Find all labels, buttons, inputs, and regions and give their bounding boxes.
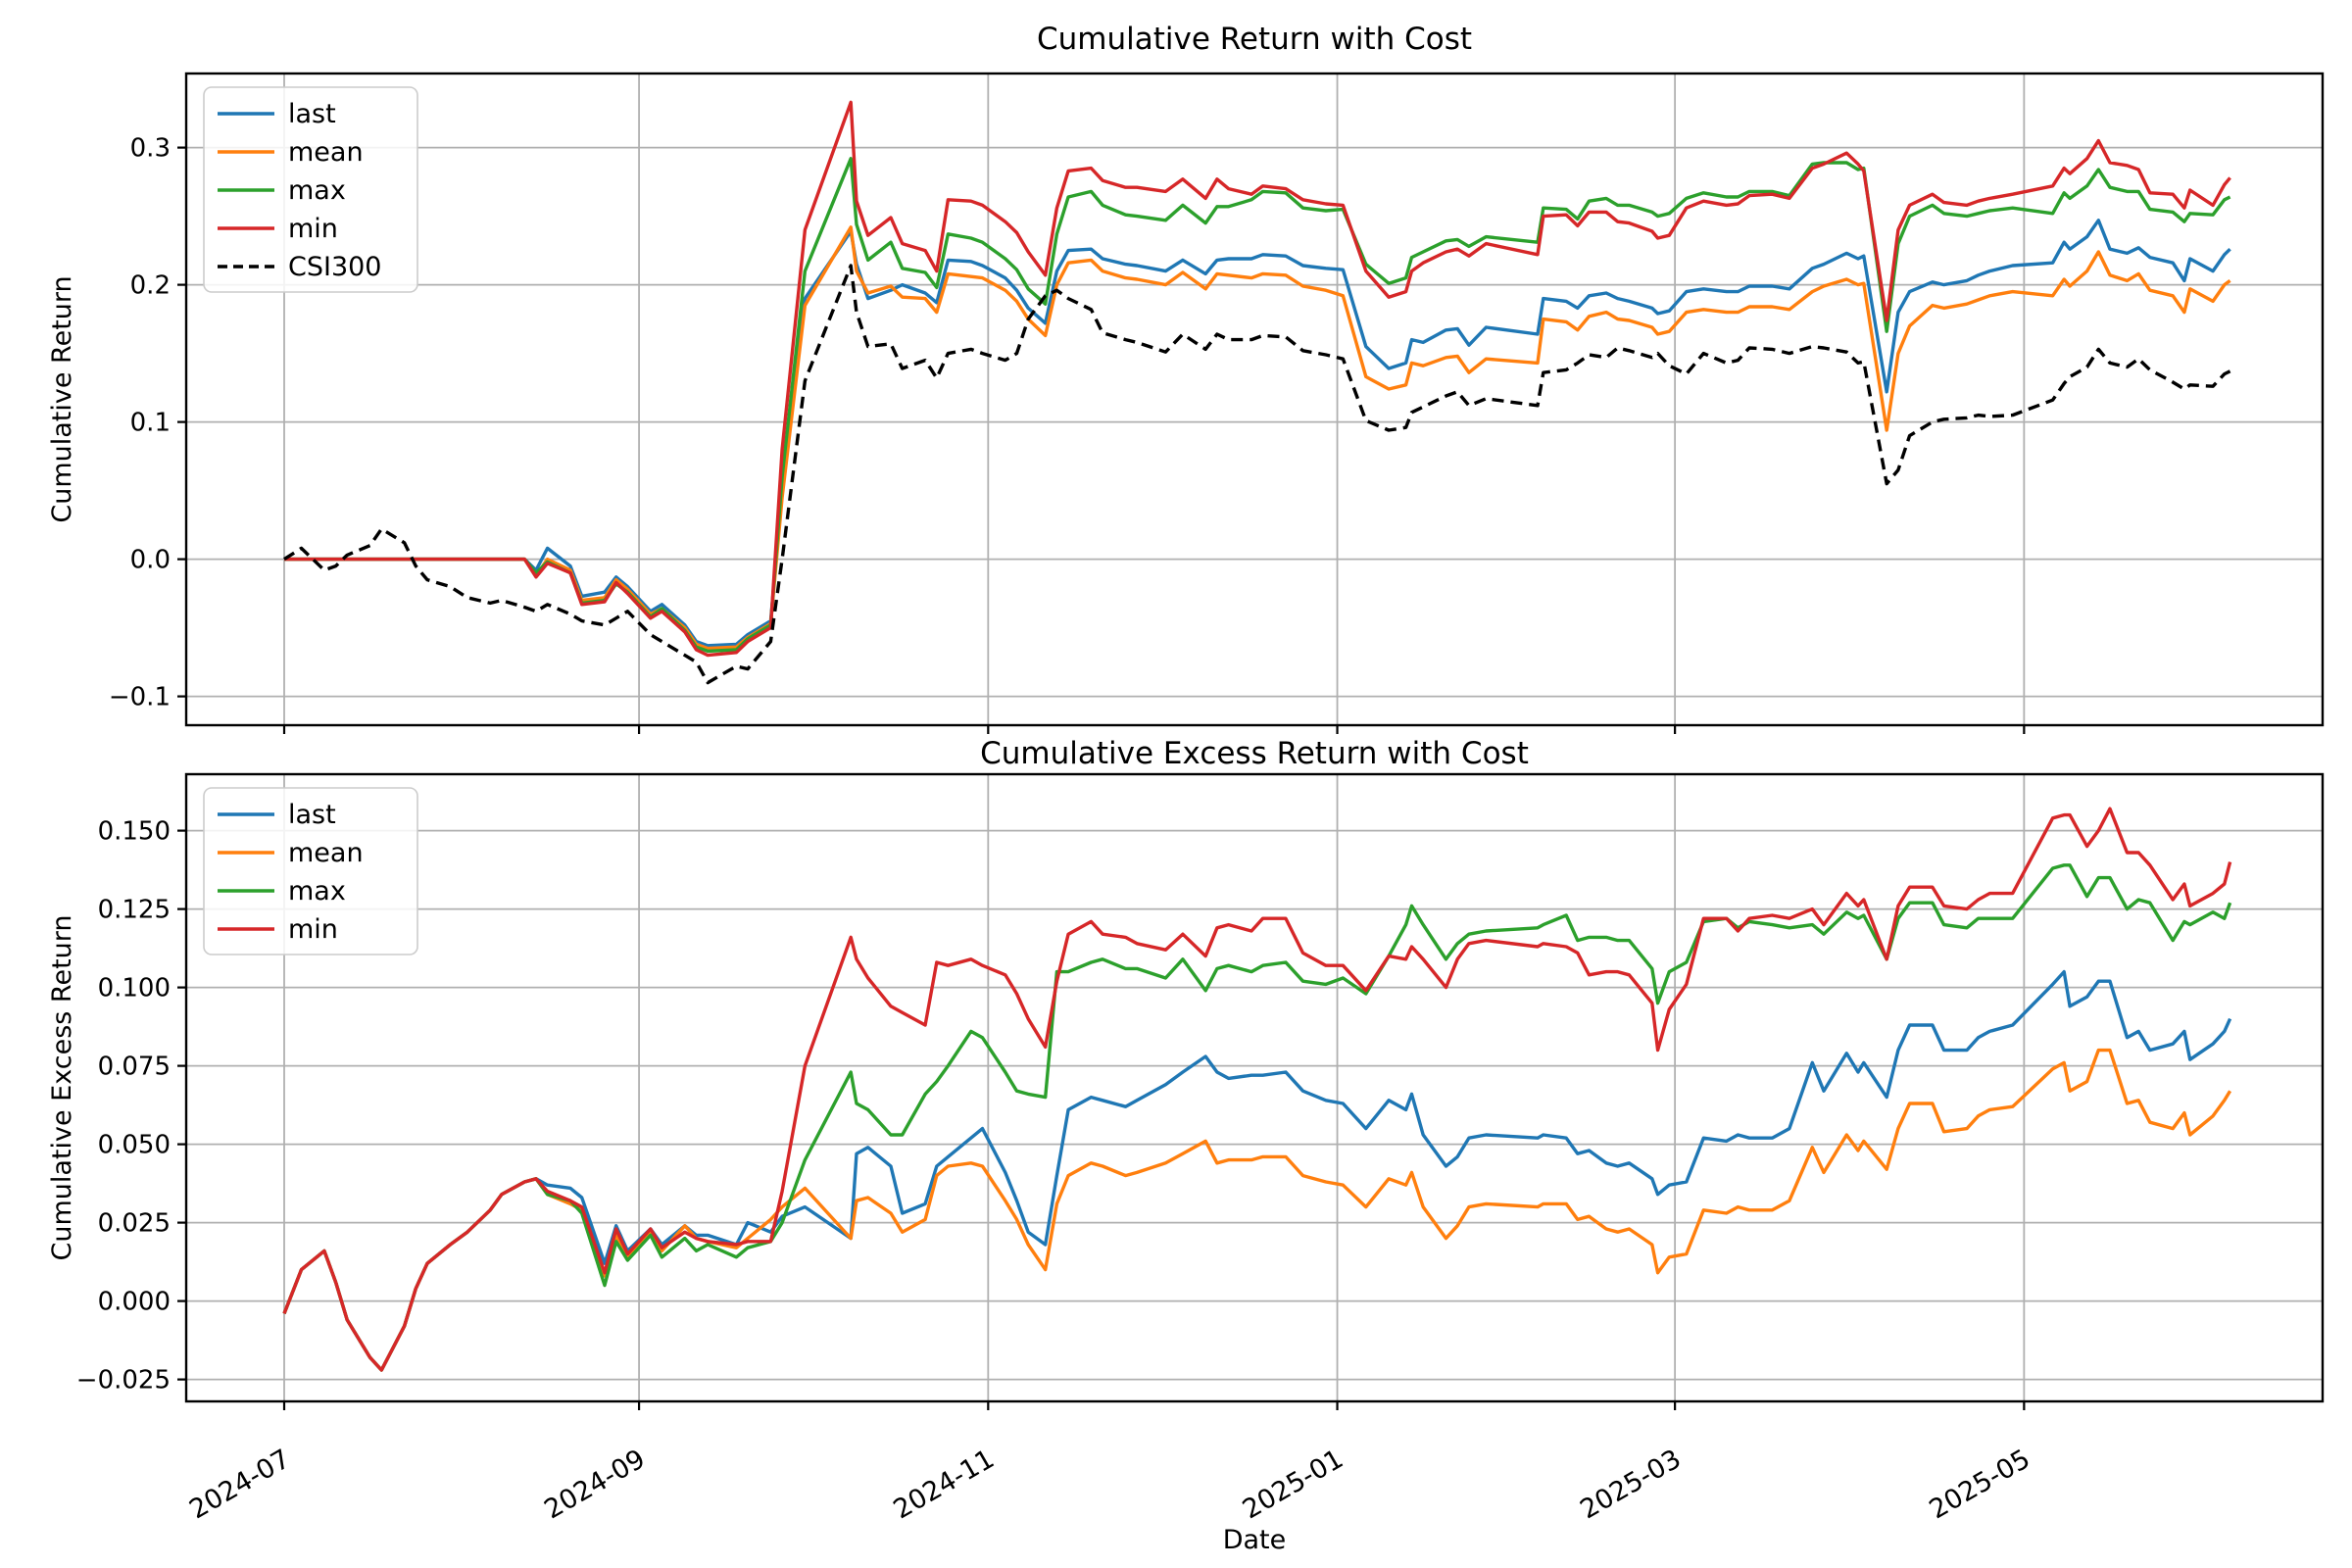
axes-spines bbox=[184, 772, 2325, 1403]
legend-item-last: last bbox=[218, 800, 336, 830]
y-axis-label: Cumulative Return bbox=[47, 275, 77, 522]
y-axis-label: Cumulative Excess Return bbox=[47, 914, 77, 1260]
axes-cumulative-return: −0.1 0.0 0.1 0.2 0.3 Cumulative Return with C… bbox=[47, 22, 2325, 734]
legend: last mean max min CSI300 bbox=[203, 86, 418, 293]
y-tick-label: 0.075 bbox=[98, 1053, 171, 1082]
plot-area bbox=[186, 774, 2323, 1401]
legend-box bbox=[203, 86, 418, 293]
x-tick-label: 2025-03 bbox=[1575, 1444, 1686, 1525]
y-tick-label: −0.1 bbox=[109, 683, 171, 712]
legend-label: max bbox=[288, 876, 346, 906]
y-tick-label: −0.025 bbox=[76, 1366, 171, 1396]
chart-title: Cumulative Return with Cost bbox=[1037, 22, 1472, 57]
legend: last mean max min bbox=[203, 787, 418, 956]
x-tick-label: 2024-07 bbox=[184, 1444, 295, 1525]
axes-cumulative-excess-return: −0.025 0.000 0.025 0.050 0.075 0.100 0.125 0.15… bbox=[47, 736, 2325, 1525]
legend-item-mean: mean bbox=[218, 838, 364, 868]
grid bbox=[186, 74, 2323, 725]
chart-title: Cumulative Excess Return with Cost bbox=[980, 736, 1529, 771]
y-tick-label: 0.1 bbox=[130, 409, 171, 438]
legend-label: min bbox=[288, 214, 338, 244]
legend-item-max: max bbox=[218, 876, 346, 906]
legend-label: last bbox=[288, 99, 336, 129]
series-line-csi300 bbox=[283, 264, 2231, 685]
series-line-last bbox=[284, 219, 2231, 648]
legend-item-min: min bbox=[218, 914, 338, 945]
y-tick-label: 0.3 bbox=[130, 134, 171, 164]
y-tick-label: 0.050 bbox=[98, 1131, 171, 1160]
legend-label: mean bbox=[288, 838, 364, 868]
x-tick-label: 2025-01 bbox=[1238, 1444, 1348, 1525]
legend-item-min: min bbox=[218, 214, 338, 244]
x-tick-label: 2025-05 bbox=[1925, 1444, 2035, 1525]
y-tick-label: 0.2 bbox=[130, 271, 171, 301]
y-tick-label: 0.100 bbox=[98, 974, 171, 1004]
plot-area bbox=[186, 74, 2323, 725]
x-tick-label: 2024-11 bbox=[889, 1444, 1000, 1525]
x-axis-label: Date bbox=[1223, 1525, 1287, 1555]
legend-box bbox=[203, 787, 418, 956]
y-tick-label: 0.000 bbox=[98, 1288, 171, 1317]
legend-item-last: last bbox=[218, 99, 336, 129]
series-line-min bbox=[284, 100, 2231, 658]
legend-label: mean bbox=[288, 137, 364, 168]
legend-item-csi300: CSI300 bbox=[218, 252, 382, 282]
legend-label: last bbox=[288, 800, 336, 830]
y-tick-label: 0.025 bbox=[98, 1209, 171, 1239]
series-line-min bbox=[282, 807, 2232, 1372]
legend-label: CSI300 bbox=[288, 252, 382, 282]
legend-label: min bbox=[288, 914, 338, 945]
x-tick-label: 2024-09 bbox=[539, 1444, 650, 1525]
y-tick-label: 0.0 bbox=[130, 546, 171, 575]
y-tick-label: 0.125 bbox=[98, 896, 171, 925]
series-line-max bbox=[282, 863, 2232, 1372]
legend-label: max bbox=[288, 175, 346, 206]
legend-item-max: max bbox=[218, 175, 346, 206]
axes-spines bbox=[184, 72, 2325, 727]
legend-item-mean: mean bbox=[218, 137, 364, 168]
y-tick-label: 0.150 bbox=[98, 817, 171, 847]
